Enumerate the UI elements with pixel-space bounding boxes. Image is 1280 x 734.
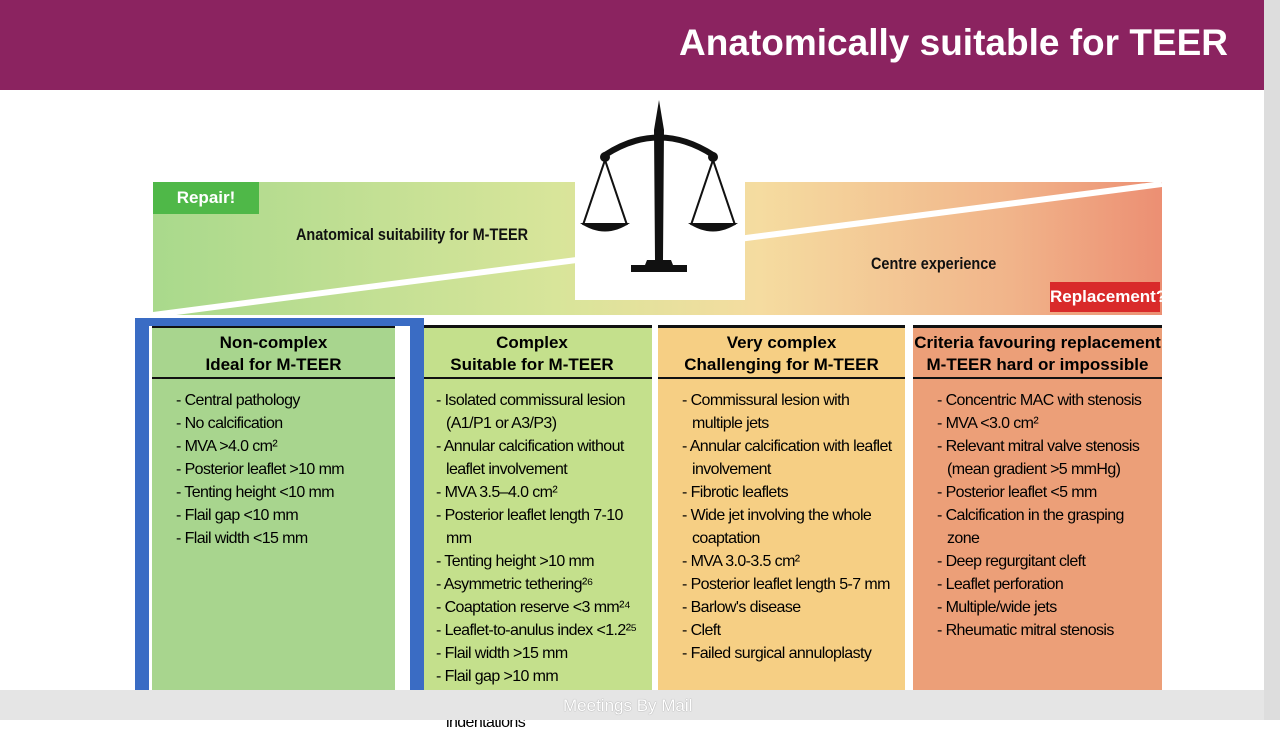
side-bar — [1264, 0, 1280, 720]
column-heading: Very complex Challenging for M-TEER — [658, 325, 905, 379]
criterion: Tenting height >10 mm — [436, 550, 644, 573]
repair-tag: Repair! — [153, 182, 259, 214]
column-heading: Non-complex Ideal for M-TEER — [152, 325, 395, 379]
heading-line: Complex — [496, 333, 568, 352]
criterion: Calcification in the grasping zone — [937, 504, 1154, 550]
criterion: MVA <3.0 cm² — [937, 412, 1154, 435]
criterion: Annular calcification with leaflet invol… — [682, 435, 897, 481]
criterion: Posterior leaflet length 5-7 mm — [682, 573, 897, 596]
scale-icon — [575, 100, 745, 300]
criterion: Posterior leaflet >10 mm — [176, 458, 387, 481]
criteria-list: Concentric MAC with stenosisMVA <3.0 cm²… — [913, 389, 1162, 642]
highlight-frame — [135, 318, 424, 713]
heading-line: Non-complex — [219, 333, 328, 352]
criterion: Barlow's disease — [682, 596, 897, 619]
criterion: Fibrotic leaflets — [682, 481, 897, 504]
criterion: Annular calcification without leaflet in… — [436, 435, 644, 481]
column: Very complex Challenging for M-TEER Commis… — [658, 325, 905, 697]
watermark: Meetings By Mail — [563, 696, 693, 715]
column: Criteria favouring replacement M-TEER har… — [913, 325, 1162, 697]
heading-line: Suitable for M-TEER — [450, 355, 614, 374]
criterion: Concentric MAC with stenosis — [937, 389, 1154, 412]
left-label: Anatomical suitability for M-TEER — [296, 225, 529, 244]
replacement-tag: Replacement? — [1050, 282, 1166, 312]
criterion: Deep regurgitant cleft — [937, 550, 1154, 573]
criteria-list: Isolated commissural lesion (A1/P1 or A3… — [412, 389, 652, 734]
criterion: Leaflet-to-anulus index <1.2²⁵ — [436, 619, 644, 642]
criterion: Central pathology — [176, 389, 387, 412]
right-label: Centre experience — [871, 254, 997, 273]
criterion: Flail gap <10 mm — [176, 504, 387, 527]
criterion: Relevant mitral valve stenosis (mean gra… — [937, 435, 1154, 481]
heading-line: Criteria favouring replacement — [914, 333, 1161, 352]
heading-line: Ideal for M-TEER — [205, 355, 342, 374]
criteria-list: Central pathologyNo calcificationMVA >4.… — [152, 389, 395, 550]
criterion: Flail width <15 mm — [176, 527, 387, 550]
criterion: Multiple/wide jets — [937, 596, 1154, 619]
criterion: MVA 3.0-3.5 cm² — [682, 550, 897, 573]
criterion: Posterior leaflet length 7-10 mm — [436, 504, 644, 550]
criterion: Tenting height <10 mm — [176, 481, 387, 504]
column-heading: Complex Suitable for M-TEER — [412, 325, 652, 379]
criterion: Flail width >15 mm — [436, 642, 644, 665]
criterion: Coaptation reserve <3 mm²⁴ — [436, 596, 644, 619]
criterion: Wide jet involving the whole coaptation — [682, 504, 897, 550]
scale-graphic — [580, 100, 738, 272]
criteria-list: Commissural lesion with multiple jetsAnn… — [658, 389, 905, 665]
footer-bar: Meetings By Mail — [0, 690, 1264, 720]
criterion: Asymmetric tethering²⁶ — [436, 573, 644, 596]
title: Anatomically suitable for TEER — [679, 22, 1228, 63]
criterion: Commissural lesion with multiple jets — [682, 389, 897, 435]
criterion: Cleft — [682, 619, 897, 642]
criterion: No calcification — [176, 412, 387, 435]
criterion: Flail gap >10 mm — [436, 665, 644, 688]
heading-line: M-TEER hard or impossible — [926, 355, 1149, 374]
column: Complex Suitable for M-TEER Isolated commi… — [412, 325, 652, 731]
criterion: Failed surgical annuloplasty — [682, 642, 897, 665]
column: Non-complex Ideal for M-TEER Central patho… — [152, 325, 395, 697]
criterion: MVA 3.5–4.0 cm² — [436, 481, 644, 504]
criterion: Leaflet perforation — [937, 573, 1154, 596]
criterion: Isolated commissural lesion (A1/P1 or A3… — [436, 389, 644, 435]
criterion: Rheumatic mitral stenosis — [937, 619, 1154, 642]
header-bar: Anatomically suitable for TEER — [0, 0, 1264, 90]
heading-line: Very complex — [726, 333, 837, 352]
criterion: Posterior leaflet <5 mm — [937, 481, 1154, 504]
criterion: MVA >4.0 cm² — [176, 435, 387, 458]
column-heading: Criteria favouring replacement M-TEER har… — [913, 325, 1162, 379]
heading-line: Challenging for M-TEER — [684, 355, 879, 374]
